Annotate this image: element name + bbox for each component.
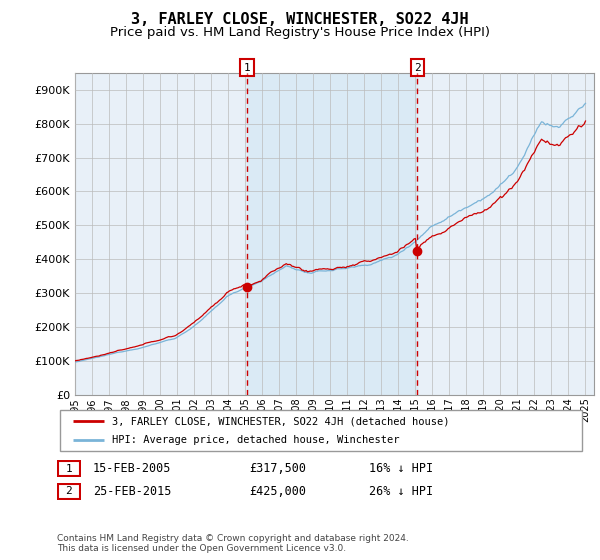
Text: £317,500: £317,500	[249, 462, 306, 475]
Text: 1: 1	[65, 464, 73, 474]
Bar	[247, 73, 418, 395]
Text: 3, FARLEY CLOSE, WINCHESTER, SO22 4JH (detached house): 3, FARLEY CLOSE, WINCHESTER, SO22 4JH (d…	[112, 417, 450, 426]
Text: 26% ↓ HPI: 26% ↓ HPI	[369, 484, 433, 498]
Text: Contains HM Land Registry data © Crown copyright and database right 2024.
This d: Contains HM Land Registry data © Crown c…	[57, 534, 409, 553]
Text: 16% ↓ HPI: 16% ↓ HPI	[369, 462, 433, 475]
Text: 25-FEB-2015: 25-FEB-2015	[93, 484, 172, 498]
Text: 2: 2	[414, 63, 421, 73]
FancyBboxPatch shape	[58, 484, 80, 498]
Text: Price paid vs. HM Land Registry's House Price Index (HPI): Price paid vs. HM Land Registry's House …	[110, 26, 490, 39]
FancyBboxPatch shape	[60, 410, 582, 451]
Text: 2: 2	[65, 486, 73, 496]
Text: 15-FEB-2005: 15-FEB-2005	[93, 462, 172, 475]
FancyBboxPatch shape	[58, 461, 80, 476]
Text: 3, FARLEY CLOSE, WINCHESTER, SO22 4JH: 3, FARLEY CLOSE, WINCHESTER, SO22 4JH	[131, 12, 469, 27]
Text: 1: 1	[244, 63, 251, 73]
Text: HPI: Average price, detached house, Winchester: HPI: Average price, detached house, Winc…	[112, 435, 400, 445]
Text: £425,000: £425,000	[249, 484, 306, 498]
